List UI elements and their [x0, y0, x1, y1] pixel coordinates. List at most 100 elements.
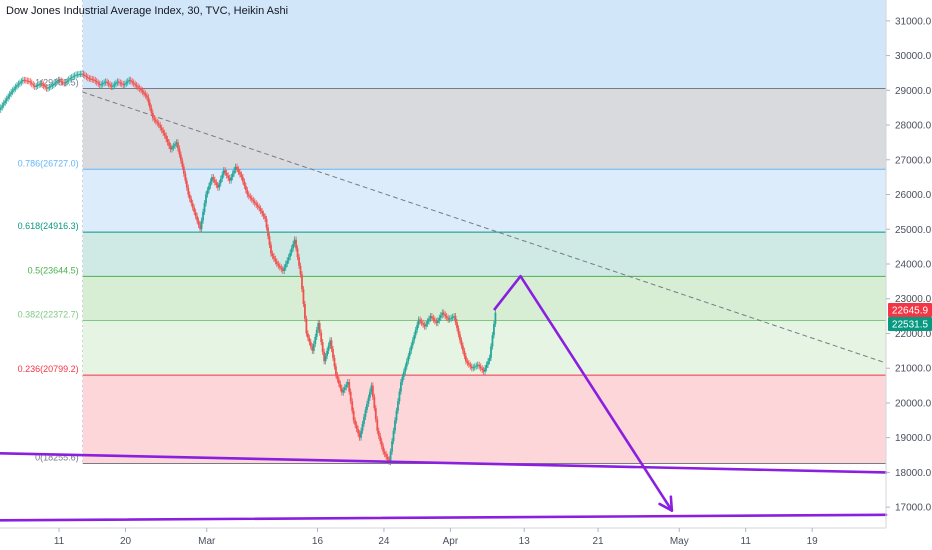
candle-body [140, 89, 142, 91]
candle-body [185, 180, 188, 188]
candle-body [358, 433, 361, 438]
candle-body [5, 98, 8, 101]
candle-body [38, 84, 41, 86]
candle-body [239, 171, 241, 175]
candle-body [188, 194, 191, 199]
candle-body [485, 364, 488, 369]
candle-body [178, 148, 181, 155]
candle-body [351, 401, 354, 411]
drawings-layer[interactable] [0, 274, 888, 522]
candle-body [352, 410, 355, 421]
candle-body [146, 95, 148, 98]
candle-body [354, 420, 357, 425]
price-axis-label: 17000.0 [895, 503, 932, 514]
candle-body [206, 190, 209, 195]
candle-body [445, 316, 448, 318]
candle-body [7, 96, 10, 99]
candle-body [481, 368, 484, 370]
candle-body [208, 185, 210, 191]
candle-body [450, 317, 453, 319]
candle-body [340, 388, 343, 393]
candle-body [243, 181, 246, 186]
candle-body [389, 451, 392, 462]
candle-body [425, 323, 427, 327]
candle-body [429, 316, 432, 319]
candle-body [493, 323, 495, 336]
candle-body [299, 265, 302, 275]
candle-body [222, 170, 225, 175]
time-axis[interactable]: 11 20 Mar 16 24 Apr 13 21 May 11 19 [54, 528, 818, 547]
candle-body [66, 80, 69, 83]
candle-body [230, 177, 232, 181]
candle-body [17, 83, 20, 86]
candle-body [177, 142, 179, 149]
price-axis[interactable]: 17000.0 18000.0 19000.0 20000.0 21000.0 22000… [886, 16, 932, 514]
price-tag-label: 22531.5 [892, 320, 929, 331]
candle-body [287, 257, 290, 261]
candle-body [327, 345, 330, 351]
candle-body [470, 366, 473, 369]
candle-body [117, 81, 120, 83]
price-tag-label: 22645.9 [892, 306, 929, 317]
candle-body [196, 216, 199, 221]
candle-body [363, 416, 365, 424]
candle-body [259, 208, 262, 212]
candle-body [48, 86, 51, 88]
fib-label-0.786: 0.786(26727.0) [18, 158, 79, 168]
price-axis-label: 18000.0 [895, 468, 932, 479]
candle-body [447, 317, 450, 320]
time-axis-label: Mar [198, 536, 216, 547]
candle-body [181, 160, 184, 167]
fibonacci-retracement[interactable]: 1(29053.5)0.786(26727.0)0.618(24916.3)0.… [18, 0, 886, 465]
candle-body [141, 90, 144, 93]
price-axis-label: 30000.0 [895, 51, 932, 62]
candle-body [323, 351, 326, 362]
candle-body [284, 264, 287, 268]
candle-body [91, 79, 94, 81]
candle-body [19, 82, 21, 84]
candle-body [14, 86, 17, 89]
candle-body [143, 92, 145, 94]
candle-body [69, 78, 72, 80]
candle-body [462, 345, 464, 351]
candle-body [305, 318, 308, 334]
candle-body [35, 85, 38, 87]
candle-body [166, 138, 169, 143]
support-line-lower [0, 513, 888, 522]
candle-body [249, 196, 252, 198]
price-axis-label: 21000.0 [895, 364, 932, 375]
price-axis-label: 23000.0 [895, 294, 932, 305]
candle-body [64, 82, 67, 84]
time-axis-label: May [670, 536, 689, 547]
candle-body [193, 207, 196, 212]
time-axis-label: Apr [443, 536, 459, 547]
price-axis-label: 22000.0 [895, 329, 932, 340]
price-axis-label: 26000.0 [895, 190, 932, 201]
candle-body [29, 81, 32, 83]
candle-body [137, 86, 139, 88]
candle-body [97, 82, 100, 84]
candle-body [416, 324, 419, 330]
candle-body [464, 356, 467, 362]
candle-body [10, 92, 12, 95]
candle-body [433, 319, 436, 322]
candle-body [84, 74, 86, 76]
candle-body [85, 75, 88, 78]
candle-body [339, 383, 342, 389]
candle-body [132, 82, 135, 84]
candle-body [240, 174, 243, 178]
candle-body [13, 88, 15, 91]
fib-zone-extension [82, 0, 886, 89]
candle-body [147, 97, 150, 103]
candle-body [395, 410, 398, 421]
candle-body [488, 357, 491, 362]
fib-zone-0.618 [82, 232, 886, 277]
candle-body [413, 335, 416, 341]
candle-body [174, 144, 176, 146]
candle-body [23, 79, 26, 81]
candle-body [329, 340, 331, 346]
candle-body [435, 321, 438, 324]
trendline-layer[interactable] [82, 91, 887, 364]
candle-body [267, 227, 269, 237]
candle-body [205, 194, 207, 204]
